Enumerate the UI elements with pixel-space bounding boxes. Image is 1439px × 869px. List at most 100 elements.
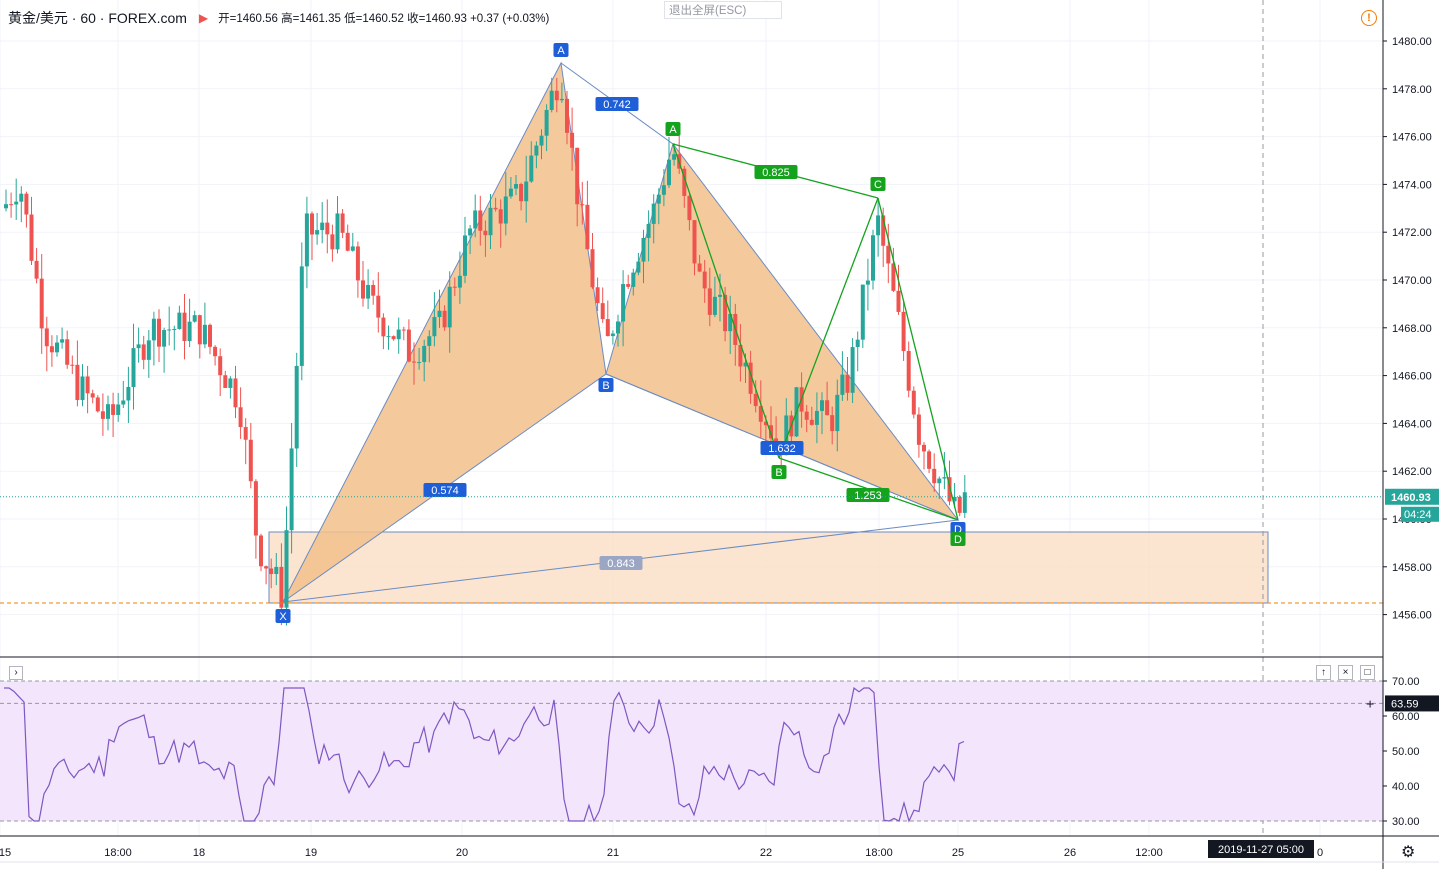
candle-body [447, 286, 452, 328]
candle-body [952, 496, 957, 502]
candle-body [922, 444, 926, 452]
candle-body [310, 213, 314, 235]
candle-body [9, 204, 14, 206]
candle-body [927, 451, 932, 469]
candle-body [942, 477, 947, 479]
candle-body [182, 312, 187, 342]
candle-body [116, 404, 121, 415]
warning-icon[interactable]: ! [1361, 10, 1377, 26]
candle-body [177, 312, 182, 329]
candle-body [371, 284, 376, 296]
price-tick-label: 1480.00 [1392, 36, 1432, 48]
rsi-tick-label: 30.00 [1392, 816, 1420, 828]
ratio-label-ab: 0.742 [603, 99, 631, 111]
ohlc-readout: 开=1460.56 高=1461.35 低=1460.52 收=1460.93 … [218, 13, 550, 25]
rsi-value-tag-bg [1385, 695, 1439, 712]
candle-body [682, 168, 687, 196]
abcd-label-b-bg [771, 465, 787, 479]
candle-body [381, 317, 386, 337]
candle-body [345, 232, 350, 251]
candle-body [554, 90, 559, 101]
candle-body [758, 406, 763, 422]
abcd-label-a: A [669, 124, 677, 136]
candle-body [172, 328, 177, 330]
candle-body [350, 246, 355, 251]
rsi-tick-label: 70.00 [1392, 676, 1420, 688]
candle-body [468, 228, 473, 236]
candle-body [529, 155, 534, 182]
candles [4, 77, 967, 626]
candle-body [406, 329, 411, 362]
candle-body [559, 98, 564, 101]
candle-body [707, 288, 712, 315]
close-pane-icon[interactable]: × [1338, 665, 1353, 680]
maximize-pane-icon[interactable]: □ [1360, 665, 1375, 680]
abcd-line [672, 143, 780, 459]
price-tick-label: 1462.00 [1392, 466, 1432, 478]
candle-body [396, 329, 401, 340]
candle-body [213, 346, 218, 357]
candle-body [111, 404, 116, 415]
candle-body [106, 404, 110, 419]
candle-body [208, 324, 212, 347]
time-tick-label: 18:00 [104, 847, 132, 859]
candle-body [957, 496, 962, 513]
abcd-label-b: B [775, 467, 782, 479]
point-label-d: D [954, 524, 962, 536]
candle-body [651, 203, 656, 224]
candle-body [697, 263, 702, 272]
price-tick-label: 1466.00 [1392, 371, 1432, 383]
candle-body [401, 329, 406, 331]
candle-body [631, 272, 636, 287]
time-tick-label: 21 [607, 847, 619, 859]
exit-fullscreen-button[interactable]: 退出全屏(ESC) [664, 1, 782, 19]
candle-body [478, 210, 483, 231]
candle-body [126, 387, 131, 401]
candle-body [667, 159, 671, 186]
candle-body [636, 261, 641, 273]
abcd-line [877, 197, 959, 521]
candle-body [855, 339, 860, 348]
candle-body [661, 185, 666, 195]
candle-body [514, 184, 518, 189]
symbol-label[interactable]: 黄金/美元 · 60 · FOREX.com [8, 10, 187, 26]
candle-body [503, 196, 508, 224]
ratio-label-bd-green: 1.253 [854, 490, 882, 502]
candle-body [524, 181, 529, 202]
settings-gear-icon[interactable]: ⚙ [1401, 844, 1416, 861]
candle-body [488, 207, 493, 236]
crosshair-plus-icon: + [1366, 695, 1374, 711]
rsi-value-tag: 63.59 [1391, 698, 1419, 710]
candle-body [473, 210, 478, 229]
abcd-label-a-bg [665, 122, 681, 136]
time-tick-label: 18 [193, 847, 205, 859]
candle-body [784, 415, 789, 456]
price-tick-label: 1470.00 [1392, 275, 1432, 287]
candle-body [600, 303, 605, 320]
candle-body [891, 263, 896, 291]
candle-body [279, 566, 284, 608]
candle-body [366, 284, 371, 299]
candle-body [146, 340, 151, 360]
price-tick-label: 1458.00 [1392, 562, 1432, 574]
candle-body [361, 280, 365, 299]
time-tick-label: 22 [760, 847, 772, 859]
ratio-label-bd-green-bg [846, 488, 890, 502]
price-tick-label: 1464.00 [1392, 418, 1432, 430]
candle-body [49, 346, 54, 353]
move-up-icon[interactable]: ↑ [1316, 665, 1331, 680]
candle-body [228, 378, 233, 388]
candle-body [962, 492, 967, 513]
candle-body [901, 311, 906, 352]
candle-body [570, 132, 575, 148]
candle-body [437, 310, 442, 318]
candle-body [809, 419, 814, 425]
flag-icon[interactable]: ▶ [198, 11, 209, 25]
time-tick-label: 12:00 [1135, 847, 1163, 859]
candle-body [549, 90, 554, 110]
candle-body [55, 342, 59, 353]
candle-body [508, 188, 513, 197]
collapse-icon[interactable]: › [9, 666, 23, 680]
